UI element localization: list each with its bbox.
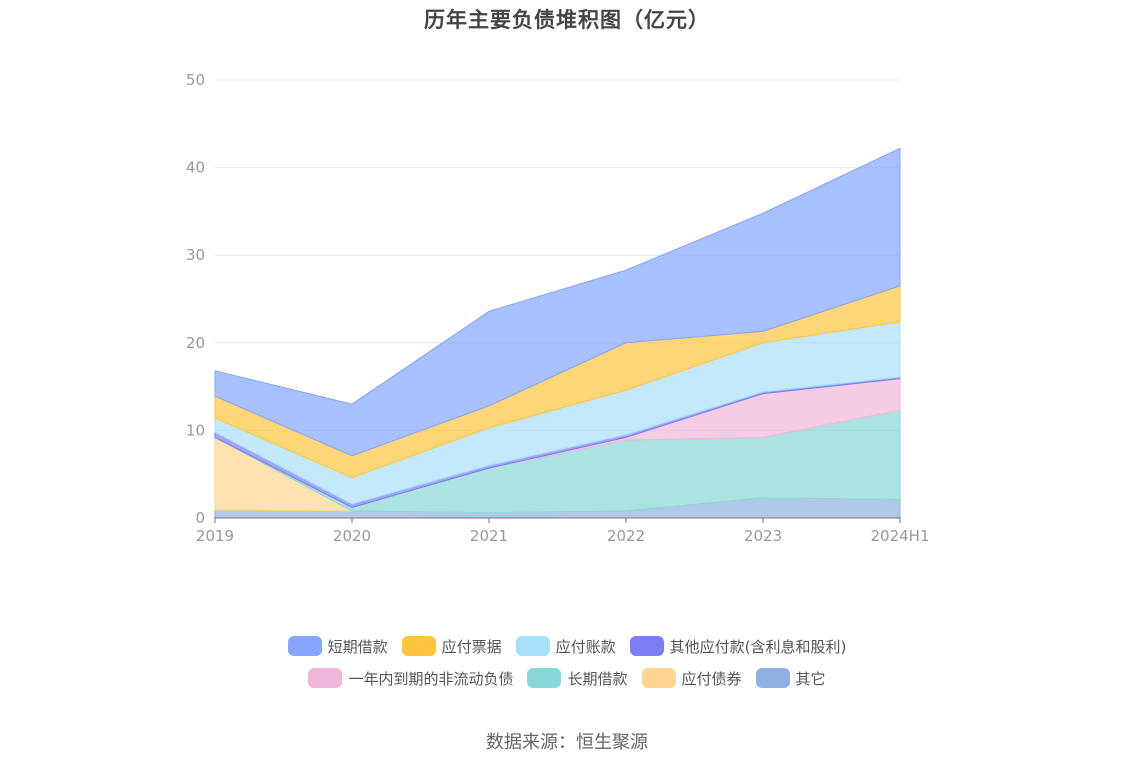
data-source: 数据来源：恒生聚源 <box>486 732 648 753</box>
legend-row: 一年内到期的非流动负债 长期借款 应付债券 其它 <box>0 662 1134 694</box>
legend-label: 一年内到期的非流动负债 <box>348 669 514 688</box>
chart-title: 历年主要负债堆积图（亿元） <box>424 8 710 32</box>
legend-label: 其他应付款(含利息和股利) <box>669 637 847 656</box>
legend-swatch <box>401 636 436 656</box>
legend-label: 其它 <box>795 669 826 688</box>
legend-row: 短期借款 应付票据 应付账款 其他应付款(含利息和股利) <box>0 630 1134 662</box>
legend-swatch <box>515 636 550 656</box>
legend-label: 应付票据 <box>441 637 502 656</box>
y-tick-label: 40 <box>186 159 205 177</box>
legend-item[interactable]: 其它 <box>755 668 826 689</box>
legend-item[interactable]: 一年内到期的非流动负债 <box>308 668 513 689</box>
legend-item[interactable]: 应付账款 <box>515 636 616 657</box>
y-tick-label: 20 <box>186 334 205 352</box>
y-tick-label: 10 <box>186 421 205 439</box>
legend-swatch <box>755 668 790 688</box>
y-tick-label: 0 <box>195 509 205 527</box>
x-tick-label: 2019 <box>196 527 234 545</box>
legend-swatch <box>308 668 343 688</box>
legend-label: 应付账款 <box>555 637 616 656</box>
x-tick-label: 2022 <box>607 527 645 545</box>
legend-label: 应付债券 <box>681 669 742 688</box>
legend: 短期借款 应付票据 应付账款 其他应付款(含利息和股利) 一年内到期的非流动负债 长期借… <box>0 630 1134 694</box>
legend-item[interactable]: 短期借款 <box>287 636 388 657</box>
legend-swatch <box>527 668 562 688</box>
legend-label: 长期借款 <box>567 669 628 688</box>
y-tick-label: 30 <box>186 246 205 264</box>
y-tick-label: 50 <box>186 71 205 89</box>
legend-item[interactable]: 应付票据 <box>401 636 502 657</box>
stacked-area-chart: 2019 2020 2021 2022 2023 2024H1 0 10 20 30 40 50 <box>186 71 930 545</box>
x-tick-label: 2020 <box>333 527 371 545</box>
y-axis: 0 10 20 30 40 50 <box>186 71 205 527</box>
area-series-短期借款 <box>214 147 901 457</box>
x-tick-label: 2024H1 <box>871 527 930 545</box>
area-series <box>214 147 901 519</box>
legend-swatch <box>629 636 664 656</box>
x-tick-label: 2023 <box>744 527 782 545</box>
legend-swatch <box>287 636 322 656</box>
legend-item[interactable]: 其他应付款(含利息和股利) <box>629 636 847 657</box>
legend-item[interactable]: 长期借款 <box>527 668 628 689</box>
x-tick-label: 2021 <box>470 527 508 545</box>
legend-swatch <box>641 668 676 688</box>
legend-label: 短期借款 <box>327 637 388 656</box>
x-axis: 2019 2020 2021 2022 2023 2024H1 <box>196 517 930 545</box>
legend-item[interactable]: 应付债券 <box>641 668 742 689</box>
